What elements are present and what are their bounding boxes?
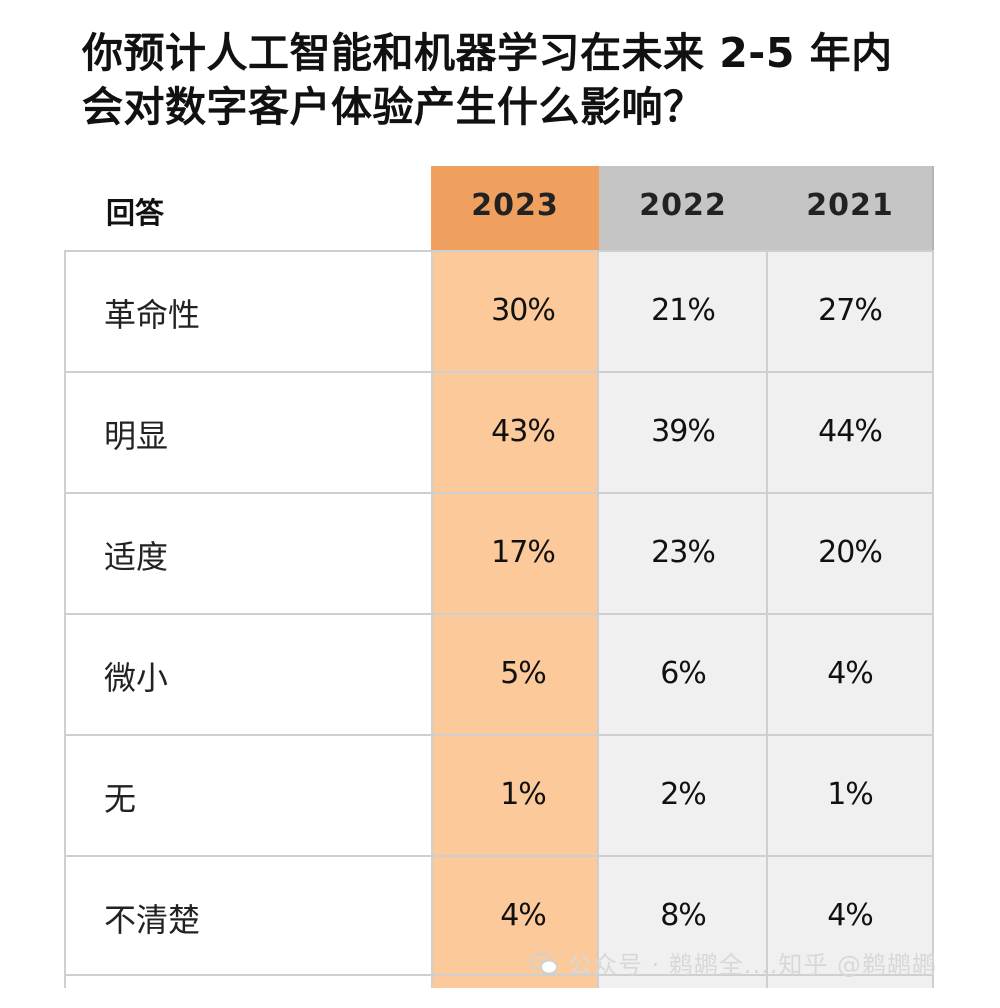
row-label: 革命性	[104, 296, 201, 334]
value-cell-2023: 5%	[500, 656, 547, 691]
row-label: 适度	[104, 538, 169, 576]
row-divider	[64, 613, 934, 615]
value-cell-2021: 27%	[818, 293, 883, 328]
title-line-1: 你预计人工智能和机器学习在未来 2-5 年内	[82, 29, 893, 77]
value-cell-2023: 4%	[500, 898, 547, 933]
wechat-icon	[530, 953, 558, 975]
column-divider	[766, 250, 768, 988]
column-2023-highlight	[431, 250, 599, 988]
row-label: 不清楚	[104, 901, 201, 939]
row-divider	[64, 974, 934, 976]
header-year-2021: 2021	[806, 188, 894, 223]
header-gray-band	[599, 166, 934, 250]
value-cell-2022: 23%	[651, 535, 716, 570]
header-2023-band	[431, 166, 599, 250]
value-cell-2021: 4%	[827, 656, 874, 691]
value-cell-2023: 30%	[491, 293, 556, 328]
header-year-2022: 2022	[639, 188, 727, 223]
value-cell-2023: 17%	[491, 535, 556, 570]
value-cell-2023: 43%	[491, 414, 556, 449]
value-cell-2023: 1%	[500, 777, 547, 812]
row-divider	[64, 734, 934, 736]
value-cell-2022: 2%	[660, 777, 707, 812]
data-table: 回答 2023 2022 2021 革命性 30% 21% 27% 明显 43% 39% 44…	[64, 166, 934, 988]
value-cell-2022: 6%	[660, 656, 707, 691]
chart-title: 你预计人工智能和机器学习在未来 2-5 年内 会对数字客户体验产生什么影响？	[82, 26, 962, 134]
row-divider	[64, 492, 934, 494]
label-column	[64, 250, 431, 988]
row-label: 无	[104, 780, 137, 818]
row-label: 微小	[104, 659, 169, 697]
value-cell-2022: 8%	[660, 898, 707, 933]
value-cell-2022: 39%	[651, 414, 716, 449]
value-cell-2021: 4%	[827, 898, 874, 933]
row-label: 明显	[104, 417, 169, 455]
value-cell-2021: 20%	[818, 535, 883, 570]
watermark-text: 公众号 · 鹈鹕全....知乎 @鹈鹕鹕	[568, 951, 938, 979]
row-divider	[64, 250, 934, 252]
row-divider	[64, 371, 934, 373]
value-cell-2021: 1%	[827, 777, 874, 812]
value-cell-2022: 21%	[651, 293, 716, 328]
title-line-2: 会对数字客户体验产生什么影响？	[82, 83, 705, 131]
value-cell-2021: 44%	[818, 414, 883, 449]
row-divider	[64, 855, 934, 857]
header-answer-label: 回答	[106, 196, 165, 230]
watermark: 公众号 · 鹈鹕全....知乎 @鹈鹕鹕	[530, 945, 937, 980]
header-year-2023: 2023	[471, 188, 559, 223]
